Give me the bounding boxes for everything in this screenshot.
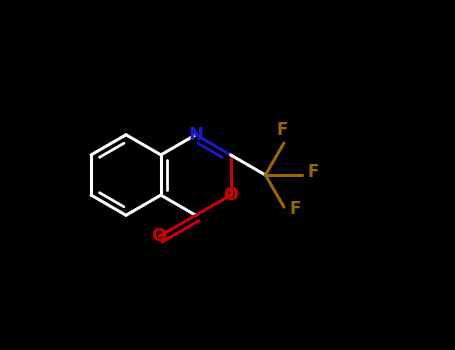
Text: F: F	[277, 121, 288, 139]
Text: F: F	[289, 200, 301, 218]
Text: O: O	[223, 186, 238, 204]
Text: O: O	[152, 228, 167, 245]
Text: F: F	[308, 163, 319, 181]
Text: N: N	[188, 126, 203, 144]
